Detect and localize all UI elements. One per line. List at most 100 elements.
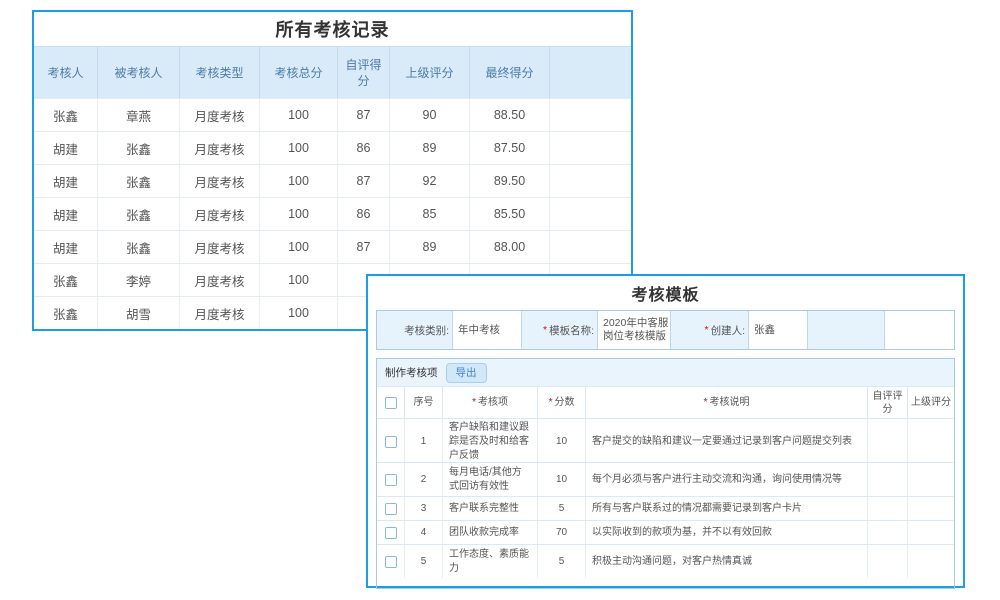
template-name-label: * 模板名称: [522,311,598,349]
item-self-score [868,544,908,578]
col-total: 考核总分 [260,47,338,98]
item-superior-score [908,462,954,496]
item-score: 5 [538,496,586,520]
col-empty [550,47,631,98]
col-type: 考核类型 [180,47,260,98]
required-mark: * [704,324,709,336]
item-self-score [868,418,908,465]
cell-total: 100 [260,98,338,131]
required-mark: * [703,396,708,408]
cell-total: 100 [260,296,338,329]
item-seq: 1 [405,418,443,465]
col-desc: * 考核说明 [586,386,868,418]
items-table-header: 序号 * 考核项 * 分数 * 考核说明 自评评分 上级评分 [377,386,954,418]
item-score: 10 [538,462,586,496]
cell-self: 86 [338,131,390,164]
col-item: * 考核项 [443,386,538,418]
item-self-score [868,462,908,496]
cell-final: 85.50 [470,197,550,230]
cell-self: 87 [338,230,390,263]
row-checkbox[interactable] [384,502,397,515]
cell-assessee: 张鑫 [98,164,180,197]
cell-type: 月度考核 [180,164,260,197]
cell-total: 100 [260,263,338,296]
records-panel-title: 所有考核记录 [275,20,390,40]
item-seq: 2 [405,462,443,496]
item-desc: 积极主动沟通问题，对客户热情真诚 [586,544,868,578]
item-name: 团队收款完成率 [443,520,538,544]
cell-final: 88.00 [470,230,550,263]
cell-superior: 89 [390,230,470,263]
cell-assessee: 张鑫 [98,131,180,164]
item-self-score [868,520,908,544]
cell-assessor: 胡建 [34,230,98,263]
items-section-bar: 制作考核项 导出 [377,359,954,386]
item-score: 10 [538,418,586,465]
item-desc: 每个月必须与客户进行主动交流和沟通，询问使用情况等 [586,462,868,496]
row-checkbox[interactable] [384,526,397,539]
item-desc: 以实际收到的款项为基，并不以有效回款 [586,520,868,544]
item-row: 1 客户缺陷和建议跟踪是否及时和给客户反馈 10 客户提交的缺陷和建议一定要通过… [377,418,954,465]
table-row: 胡建 张鑫 月度考核 100 87 92 89.50 [34,164,631,197]
form-cell-empty-value [885,311,954,349]
col-superior: 上级评分 [390,47,470,98]
items-section-label: 制作考核项 [385,367,438,379]
cell-assessor: 胡建 [34,164,98,197]
item-superior-score [908,544,954,578]
cell-type: 月度考核 [180,131,260,164]
cell-superior: 89 [390,131,470,164]
required-mark: * [542,324,548,336]
col-seq: 序号 [405,386,443,418]
cell-total: 100 [260,131,338,164]
item-name: 客户缺陷和建议跟踪是否及时和给客户反馈 [443,418,538,465]
table-row: 张鑫 章燕 月度考核 100 87 90 88.50 [34,98,631,131]
cell-assessor: 胡建 [34,197,98,230]
cell-final: 87.50 [470,131,550,164]
col-final: 最终得分 [470,47,550,98]
col-self: 自评得分 [338,47,390,98]
template-name-value: 2020年中客服岗位考核模版 [598,311,671,349]
row-checkbox[interactable] [384,473,397,486]
item-seq: 5 [405,544,443,578]
records-panel: 所有考核记录 考核人 被考核人 考核类型 考核总分 自评得分 上级评分 最终得分… [32,10,633,331]
export-button[interactable]: 导出 [445,362,487,383]
row-checkbox[interactable] [384,555,397,568]
item-seq: 4 [405,520,443,544]
cell-type: 月度考核 [180,197,260,230]
item-score: 70 [538,520,586,544]
item-desc: 客户提交的缺陷和建议一定要通过记录到客户问题提交列表 [586,418,868,465]
table-row: 胡建 张鑫 月度考核 100 86 89 87.50 [34,131,631,164]
cell-final: 89.50 [470,164,550,197]
select-all-checkbox[interactable] [384,396,397,409]
cell-assessee: 胡雪 [98,296,180,329]
template-panel-title: 考核模板 [631,287,700,304]
items-section: 制作考核项 导出 序号 * 考核项 * 分数 * 考核说明 自评评分 上级评分 … [376,358,955,589]
creator-label: * 创建人: [671,311,749,349]
template-form-row: 考核类别: 年中考核 * 模板名称: 2020年中客服岗位考核模版 * 创建人:… [376,310,955,350]
cell-assessor: 张鑫 [34,98,98,131]
cell-total: 100 [260,164,338,197]
row-checkbox[interactable] [384,436,397,448]
form-cell-empty-label [808,311,885,349]
item-name: 客户联系完整性 [443,496,538,520]
cell-assessee: 张鑫 [98,230,180,263]
cell-self: 86 [338,197,390,230]
col-assessor: 考核人 [34,47,98,98]
cell-assessor: 胡建 [34,131,98,164]
cell-total: 100 [260,230,338,263]
col-self-score: 自评评分 [868,386,908,418]
cell-assessor: 张鑫 [34,296,98,329]
required-mark: * [471,396,477,408]
item-superior-score [908,496,954,520]
cell-superior: 92 [390,164,470,197]
category-value: 年中考核 [453,311,522,349]
cell-type: 月度考核 [180,263,260,296]
item-name: 工作态度、素质能力 [443,544,538,578]
item-row: 3 客户联系完整性 5 所有与客户联系过的情况都需要记录到客户卡片 [377,496,954,520]
cell-self: 87 [338,98,390,131]
cell-assessee: 章燕 [98,98,180,131]
item-row: 4 团队收款完成率 70 以实际收到的款项为基，并不以有效回款 [377,520,954,544]
table-row: 胡建 张鑫 月度考核 100 86 85 85.50 [34,197,631,230]
item-row: 2 每月电话/其他方式回访有效性 10 每个月必须与客户进行主动交流和沟通，询问… [377,462,954,496]
item-self-score [868,496,908,520]
